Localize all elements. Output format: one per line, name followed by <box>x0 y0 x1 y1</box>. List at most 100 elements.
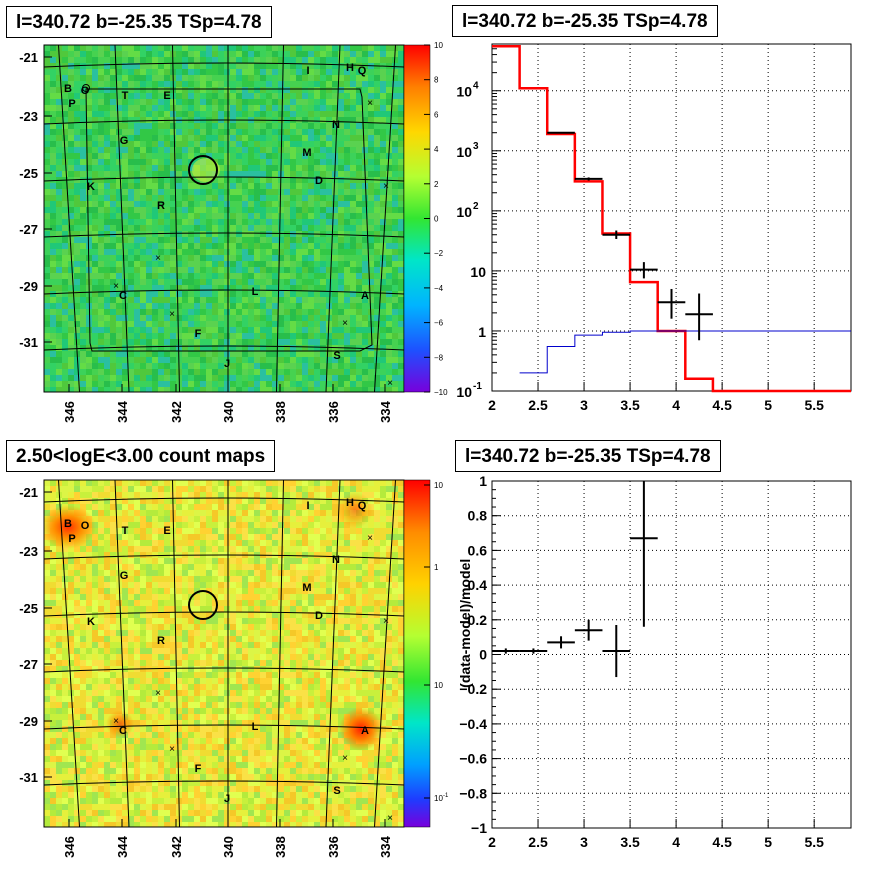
map-pixel <box>344 225 350 231</box>
map-pixel <box>266 279 272 285</box>
map-pixel <box>152 237 158 243</box>
map-pixel <box>110 135 116 141</box>
map-pixel <box>398 285 404 291</box>
map-pixel <box>200 510 206 516</box>
map-pixel <box>188 357 194 363</box>
map-pixel <box>260 369 266 375</box>
map-pixel <box>284 594 290 600</box>
map-pixel <box>110 117 116 123</box>
map-pixel <box>50 552 56 558</box>
map-pixel <box>44 486 50 492</box>
map-pixel <box>50 498 56 504</box>
map-pixel <box>398 369 404 375</box>
map-pixel <box>224 249 230 255</box>
map-pixel <box>182 582 188 588</box>
map-pixel <box>212 516 218 522</box>
map-pixel <box>302 81 308 87</box>
map-pixel <box>80 315 86 321</box>
map-pixel <box>248 81 254 87</box>
map-pixel <box>218 600 224 606</box>
map-pixel <box>398 381 404 387</box>
map-pixel <box>380 165 386 171</box>
map-pixel <box>368 207 374 213</box>
map-pixel <box>50 165 56 171</box>
map-pixel <box>98 141 104 147</box>
map-pixel <box>296 381 302 387</box>
map-pixel <box>362 303 368 309</box>
map-pixel <box>392 243 398 249</box>
map-pixel <box>224 207 230 213</box>
map-pixel <box>284 357 290 363</box>
map-pixel <box>122 267 128 273</box>
map-pixel <box>242 129 248 135</box>
map-pixel <box>290 165 296 171</box>
map-pixel <box>200 105 206 111</box>
map-pixel <box>260 309 266 315</box>
map-pixel <box>338 297 344 303</box>
map-pixel <box>158 105 164 111</box>
map-pixel <box>296 249 302 255</box>
map-pixel <box>140 492 146 498</box>
map-pixel <box>182 333 188 339</box>
map-pixel <box>242 111 248 117</box>
map-pixel <box>80 309 86 315</box>
map-pixel <box>344 75 350 81</box>
map-pixel <box>194 195 200 201</box>
map-pixel <box>350 279 356 285</box>
map-pixel <box>200 369 206 375</box>
map-pixel <box>356 333 362 339</box>
map-pixel <box>146 534 152 540</box>
map-pixel <box>200 558 206 564</box>
map-pixel <box>182 51 188 57</box>
map-pixel <box>110 201 116 207</box>
map-pixel <box>194 57 200 63</box>
map-pixel <box>188 195 194 201</box>
map-pixel <box>332 315 338 321</box>
map-pixel <box>152 315 158 321</box>
map-pixel <box>368 201 374 207</box>
map-pixel <box>206 135 212 141</box>
map-pixel <box>176 528 182 534</box>
map-pixel <box>50 141 56 147</box>
map-pixel <box>314 195 320 201</box>
map-pixel <box>134 243 140 249</box>
map-pixel <box>230 213 236 219</box>
map-pixel <box>110 351 116 357</box>
map-pixel <box>266 267 272 273</box>
map-pixel <box>350 576 356 582</box>
map-pixel <box>242 516 248 522</box>
map-pixel <box>158 219 164 225</box>
map-pixel <box>254 498 260 504</box>
map-pixel <box>194 267 200 273</box>
map-pixel <box>374 333 380 339</box>
map-pixel <box>248 564 254 570</box>
map-pixel <box>380 111 386 117</box>
source-label-e: E <box>163 90 170 102</box>
source-label-d: D <box>315 175 323 187</box>
map-pixel <box>206 261 212 267</box>
map-pixel <box>302 189 308 195</box>
map-pixel <box>62 375 68 381</box>
map-pixel <box>266 111 272 117</box>
map-pixel <box>332 201 338 207</box>
map-pixel <box>296 516 302 522</box>
map-pixel <box>146 582 152 588</box>
map-pixel <box>80 255 86 261</box>
map-pixel <box>302 528 308 534</box>
map-pixel <box>302 243 308 249</box>
map-pixel <box>332 486 338 492</box>
map-pixel <box>152 99 158 105</box>
map-pixel <box>86 381 92 387</box>
source-label-p: P <box>68 98 75 110</box>
map-pixel <box>320 159 326 165</box>
map-pixel <box>368 600 374 606</box>
map-pixel <box>176 153 182 159</box>
map-pixel <box>164 327 170 333</box>
map-pixel <box>182 123 188 129</box>
map-pixel <box>272 93 278 99</box>
map-pixel <box>68 165 74 171</box>
map-pixel <box>302 492 308 498</box>
map-pixel <box>128 576 134 582</box>
map-pixel <box>146 57 152 63</box>
map-pixel <box>146 558 152 564</box>
